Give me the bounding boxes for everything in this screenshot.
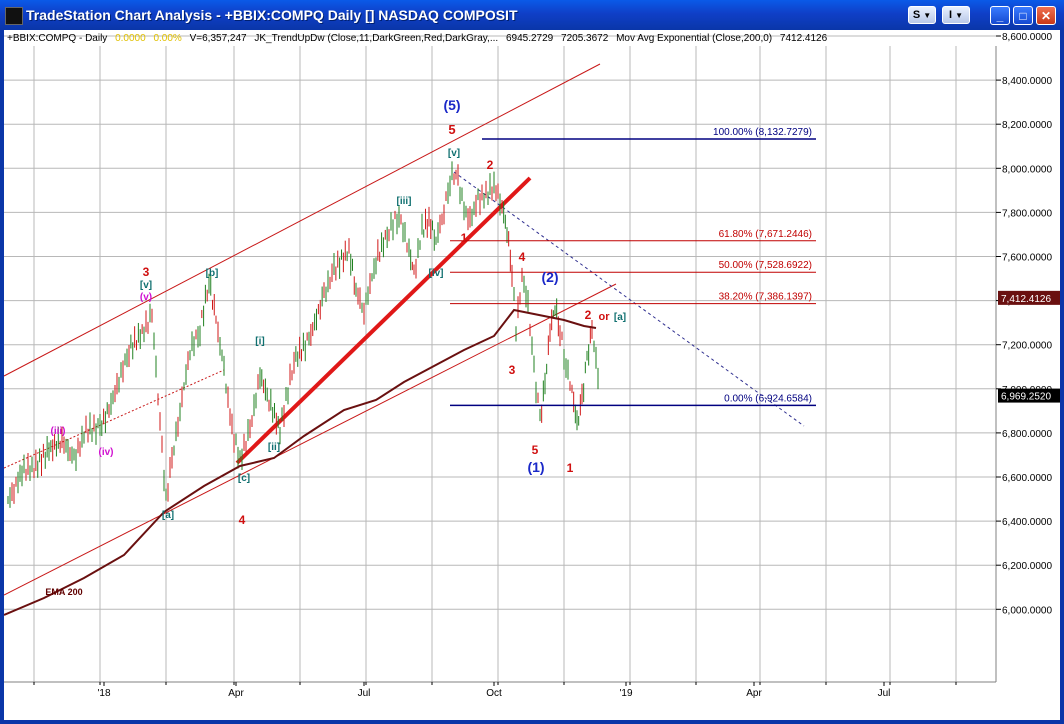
last-price-marker-bg (998, 388, 1060, 403)
symbol-label: +BBIX:COMPQ - Daily (7, 33, 108, 44)
x-tick-label: Apr (746, 688, 762, 699)
wave-label-14: (1) (527, 459, 544, 475)
window-frame (0, 30, 1064, 724)
wave-label-7: 4 (519, 250, 526, 264)
y-tick-label: 8,200.0000 (1002, 120, 1052, 131)
wave-label-10: or (599, 311, 611, 323)
wave-label-16: 3 (143, 265, 150, 279)
ema-200-path (4, 308, 597, 616)
i-menu-button[interactable]: I ▼ (942, 6, 970, 24)
y-tick-label: 8,600.0000 (1002, 32, 1052, 43)
wave-label-18: (v) (140, 292, 152, 303)
wave-label-17: [v] (140, 280, 152, 291)
wave-label-24: [a] (162, 510, 174, 521)
last-price-marker: 6,969.2520 (1001, 392, 1051, 403)
close-icon: ✕ (1040, 8, 1052, 23)
y-tick-label: 7,800.0000 (1002, 208, 1052, 219)
wave-label-26: (iv) (99, 447, 114, 458)
wave-label-22: [c] (238, 473, 250, 484)
value-1: 0.0000 (115, 33, 146, 44)
wave-label-23: 4 (239, 513, 246, 527)
indicator-label: JK_TrendUpDw (Close,11,DarkGreen,Red,Dar… (254, 33, 499, 44)
close-button[interactable]: ✕ (1036, 6, 1056, 25)
lower-dotted-trend (4, 369, 225, 469)
price-axis[interactable]: 8,600.0000 8,400.0000 8,200.0000 8,000.0000… (996, 32, 1060, 616)
s-menu-button[interactable]: S ▼ (908, 6, 936, 24)
y-tick-label: 8,000.0000 (1002, 164, 1052, 175)
x-tick-label: Jul (878, 688, 891, 699)
minimize-icon: _ (996, 8, 1004, 23)
upper-channel-line (4, 63, 601, 377)
dashed-downtrend (453, 171, 805, 427)
chart-status-line: +BBIX:COMPQ - Daily 0.0000 0.00% V=6,357… (7, 33, 832, 44)
ma-price-marker-bg (998, 290, 1060, 305)
value-2: 0.00% (153, 33, 182, 44)
wave-label-3: 2 (487, 158, 494, 172)
wave-label-15: 1 (567, 461, 574, 475)
wave-label-27: EMA 200 (45, 587, 82, 597)
y-tick-label: 6,400.0000 (1002, 517, 1052, 528)
window-title: TradeStation Chart Analysis - +BBIX:COMP… (26, 7, 518, 23)
y-tick-label: 8,400.0000 (1002, 76, 1052, 87)
wave-label-0: (5) (443, 97, 460, 113)
x-tick-label: Jul (358, 688, 371, 699)
y-tick-label: 6,600.0000 (1002, 473, 1052, 484)
wave-label-4: [iii] (397, 196, 412, 207)
ma-value: 7412.4126 (779, 33, 828, 44)
fib-label-2: 50.00% (7,528.6922) (719, 260, 812, 271)
wave-label-6: [iv] (429, 268, 444, 279)
wave-label-5: 1 (461, 231, 468, 245)
app-icon (5, 7, 23, 25)
x-tick-label: Apr (228, 688, 244, 699)
volume-label: V=6,357,247 (189, 33, 247, 44)
fibonacci-levels: 100.00% (8,132.7279) 61.80% (7,671.2446) 5… (450, 127, 816, 407)
x-tick-label: Oct (486, 688, 502, 699)
indicator-value-1: 6945.2729 (505, 33, 554, 44)
wave-label-13: 5 (532, 443, 539, 457)
wave-label-25: (iii) (51, 426, 66, 437)
wave-labels: (5)5[v]2[iii]1[iv]4(2)2 or [a]35(1) 13[v](v… (45, 97, 626, 597)
fib-label-4: 0.00% (6,924.6584) (724, 393, 812, 404)
wave-label-11: [a] (614, 312, 626, 323)
wave-label-12: 3 (509, 363, 516, 377)
wave-label-21: [ii] (268, 442, 280, 453)
wave-label-20: [i] (255, 336, 264, 347)
price-chart[interactable]: 100.00% (8,132.7279) 61.80% (7,671.2446) 5… (4, 30, 1060, 720)
dropdown-arrow-icon: ▼ (923, 10, 932, 20)
wave-label-1: 5 (448, 122, 455, 137)
wave-label-9: 2 (585, 308, 592, 322)
maximize-icon: □ (1019, 8, 1027, 23)
price-bars (7, 161, 599, 508)
wave-label-8: (2) (541, 269, 558, 285)
y-tick-label: 6,200.0000 (1002, 561, 1052, 572)
bold-trendline (235, 176, 532, 465)
fib-label-0: 100.00% (8,132.7279) (713, 127, 812, 138)
indicator-value-2: 7205.3672 (561, 33, 609, 44)
title-bar[interactable]: TradeStation Chart Analysis - +BBIX:COMP… (0, 0, 1064, 30)
y-tick-label: 6,800.0000 (1002, 429, 1052, 440)
fib-label-3: 38.20% (7,386.1397) (719, 292, 812, 303)
ma-price-marker: 7,412.4126 (1001, 294, 1051, 305)
trend-channel (4, 63, 805, 596)
chart-grid (4, 35, 997, 683)
lower-channel-line (4, 283, 617, 596)
wave-label-19: [b] (206, 268, 219, 279)
maximize-button[interactable]: □ (1013, 6, 1033, 25)
ma-label: Mov Avg Exponential (Close,200,0) (616, 33, 773, 44)
dropdown-arrow-icon: ▼ (955, 10, 964, 20)
minimize-button[interactable]: _ (990, 6, 1010, 25)
wave-label-2: [v] (448, 148, 460, 159)
x-tick-label: '18 (97, 688, 110, 699)
y-tick-label: 6,000.0000 (1002, 605, 1052, 616)
time-axis[interactable]: '18 Apr Jul Oct '19 Apr Jul (33, 682, 957, 699)
y-tick-label: 7,200.0000 (1002, 341, 1052, 352)
fib-label-1: 61.80% (7,671.2446) (719, 229, 812, 240)
y-tick-label: 7,600.0000 (1002, 253, 1052, 264)
x-tick-label: '19 (619, 688, 632, 699)
ema-200-line (4, 308, 597, 616)
